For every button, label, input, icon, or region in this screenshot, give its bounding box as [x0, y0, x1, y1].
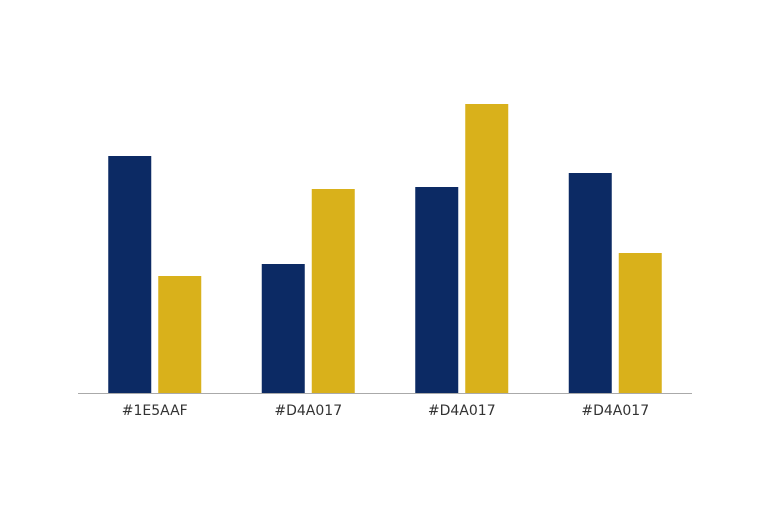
bar [261, 264, 305, 393]
x-tick-label: #D4A017 [581, 403, 649, 419]
bar [415, 187, 459, 393]
bar [158, 276, 202, 393]
bar [108, 156, 152, 393]
x-tick-label: #D4A017 [428, 403, 496, 419]
bar [568, 173, 612, 393]
x-tick-label: #1E5AAF [122, 403, 188, 419]
bar [465, 104, 509, 393]
bar [311, 189, 355, 393]
x-tick-label: #D4A017 [274, 403, 342, 419]
bar [618, 253, 662, 393]
